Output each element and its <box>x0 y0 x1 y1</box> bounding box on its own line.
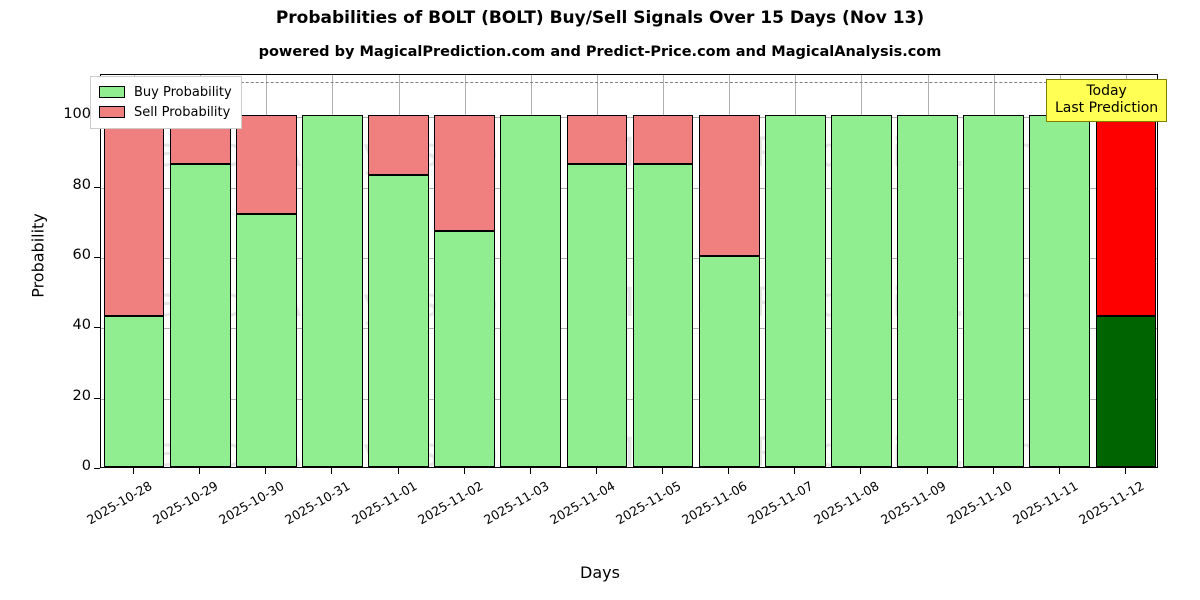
x-axis-tick-mark <box>265 468 266 474</box>
y-axis-tick-label: 20 <box>72 387 91 404</box>
bar-group[interactable] <box>1029 75 1091 467</box>
x-axis-tick-mark <box>860 468 861 474</box>
legend-item[interactable]: Sell Probability <box>99 102 232 122</box>
y-axis-label: Probability <box>28 213 48 298</box>
y-axis-tick-mark <box>94 256 100 258</box>
y-axis-tick-mark <box>94 468 100 469</box>
bar-segment-buy[interactable] <box>302 115 363 467</box>
bar-segment-buy[interactable] <box>368 175 429 467</box>
y-axis-tick-mark <box>94 397 100 399</box>
x-axis-tick-mark <box>794 468 795 474</box>
bar-group[interactable] <box>632 75 694 467</box>
legend-item-label: Sell Probability <box>134 104 231 120</box>
gridline-horizontal <box>101 257 1157 259</box>
bar-segment-buy[interactable] <box>1095 315 1157 467</box>
bar-group[interactable] <box>103 75 165 467</box>
x-axis-tick-mark <box>596 468 597 474</box>
bar-group[interactable] <box>764 75 826 467</box>
x-axis-tick-mark <box>927 468 928 474</box>
bar-segment-buy[interactable] <box>169 164 231 467</box>
bar-group[interactable] <box>169 75 231 467</box>
today-annotation: Today Last Prediction <box>1046 79 1168 122</box>
x-axis-tick-mark <box>464 468 465 474</box>
bar-segment-sell[interactable] <box>434 115 496 232</box>
bar-segment-buy[interactable] <box>831 115 892 467</box>
bar-segment-sell[interactable] <box>1095 115 1157 316</box>
legend-item-label: Buy Probability <box>134 84 232 100</box>
bar-group[interactable] <box>831 75 892 467</box>
page-title: Probabilities of BOLT (BOLT) Buy/Sell Si… <box>275 8 925 28</box>
bar-group[interactable] <box>1095 75 1157 467</box>
y-axis-tick-mark <box>94 327 100 329</box>
bar-segment-sell[interactable] <box>103 115 165 316</box>
gridline-horizontal <box>101 187 1157 189</box>
bar-group[interactable] <box>368 75 429 467</box>
bar-group[interactable] <box>963 75 1025 467</box>
bar-segment-buy[interactable] <box>566 164 628 467</box>
bar-segment-buy[interactable] <box>434 231 496 467</box>
bar-segment-buy[interactable] <box>1029 115 1091 467</box>
bar-segment-buy[interactable] <box>103 315 165 467</box>
y-axis-tick-label: 100 <box>63 106 91 123</box>
y-axis-tick-label: 0 <box>81 458 91 474</box>
reference-line <box>101 82 1157 84</box>
bar-group[interactable] <box>566 75 628 467</box>
bar-segment-buy[interactable] <box>698 255 760 467</box>
x-axis-tick-mark <box>1125 468 1126 474</box>
plot-area: MagicalAnalysis.comMagicalPrediction.com… <box>100 74 1158 468</box>
x-axis-tick-mark <box>133 468 134 474</box>
x-axis-tick-mark <box>1059 468 1060 474</box>
legend-item[interactable]: Buy Probability <box>99 82 232 102</box>
bar-segment-buy[interactable] <box>632 164 694 467</box>
y-axis-tick-mark <box>94 186 100 188</box>
x-axis-tick-mark <box>530 468 531 474</box>
legend-swatch-icon <box>99 106 125 118</box>
bar-segment-buy[interactable] <box>897 115 958 467</box>
bar-group[interactable] <box>698 75 760 467</box>
y-axis-tick-label: 40 <box>72 317 91 334</box>
bar-segment-sell[interactable] <box>566 115 628 165</box>
today-annotation-line1: Today <box>1086 83 1127 99</box>
x-axis-tick-label: 2025-10-28 <box>84 478 155 528</box>
bar-group[interactable] <box>235 75 297 467</box>
chart-subtitle: powered by MagicalPrediction.com and Pre… <box>258 44 942 60</box>
x-axis-tick-mark <box>331 468 332 474</box>
bar-segment-buy[interactable] <box>764 115 826 467</box>
gridline-horizontal <box>101 398 1157 400</box>
x-axis-tick-mark <box>662 468 663 474</box>
bar-segment-sell[interactable] <box>235 115 297 214</box>
bar-segment-buy[interactable] <box>235 213 297 467</box>
x-axis-label: Days <box>580 563 620 582</box>
gridline-horizontal <box>101 117 1157 119</box>
bar-group[interactable] <box>500 75 562 467</box>
x-axis-tick-mark <box>993 468 994 474</box>
bar-group[interactable] <box>302 75 363 467</box>
x-axis-tick-mark <box>728 468 729 474</box>
bar-segment-sell[interactable] <box>632 115 694 165</box>
bar-segment-buy[interactable] <box>500 115 562 467</box>
x-axis-tick-mark <box>398 468 399 474</box>
x-axis-tick-mark <box>199 468 200 474</box>
y-axis-tick-label: 60 <box>72 246 91 263</box>
legend-swatch-icon <box>99 86 125 98</box>
bar-group[interactable] <box>434 75 496 467</box>
bar-segment-sell[interactable] <box>368 115 429 176</box>
gridline-horizontal <box>101 328 1157 330</box>
bar-group[interactable] <box>897 75 958 467</box>
y-axis-tick-label: 80 <box>72 176 91 193</box>
bar-segment-sell[interactable] <box>698 115 760 256</box>
today-annotation-line2: Last Prediction <box>1055 100 1159 116</box>
chart-legend: Buy Probability Sell Probability <box>90 76 242 129</box>
bar-segment-buy[interactable] <box>963 115 1025 467</box>
